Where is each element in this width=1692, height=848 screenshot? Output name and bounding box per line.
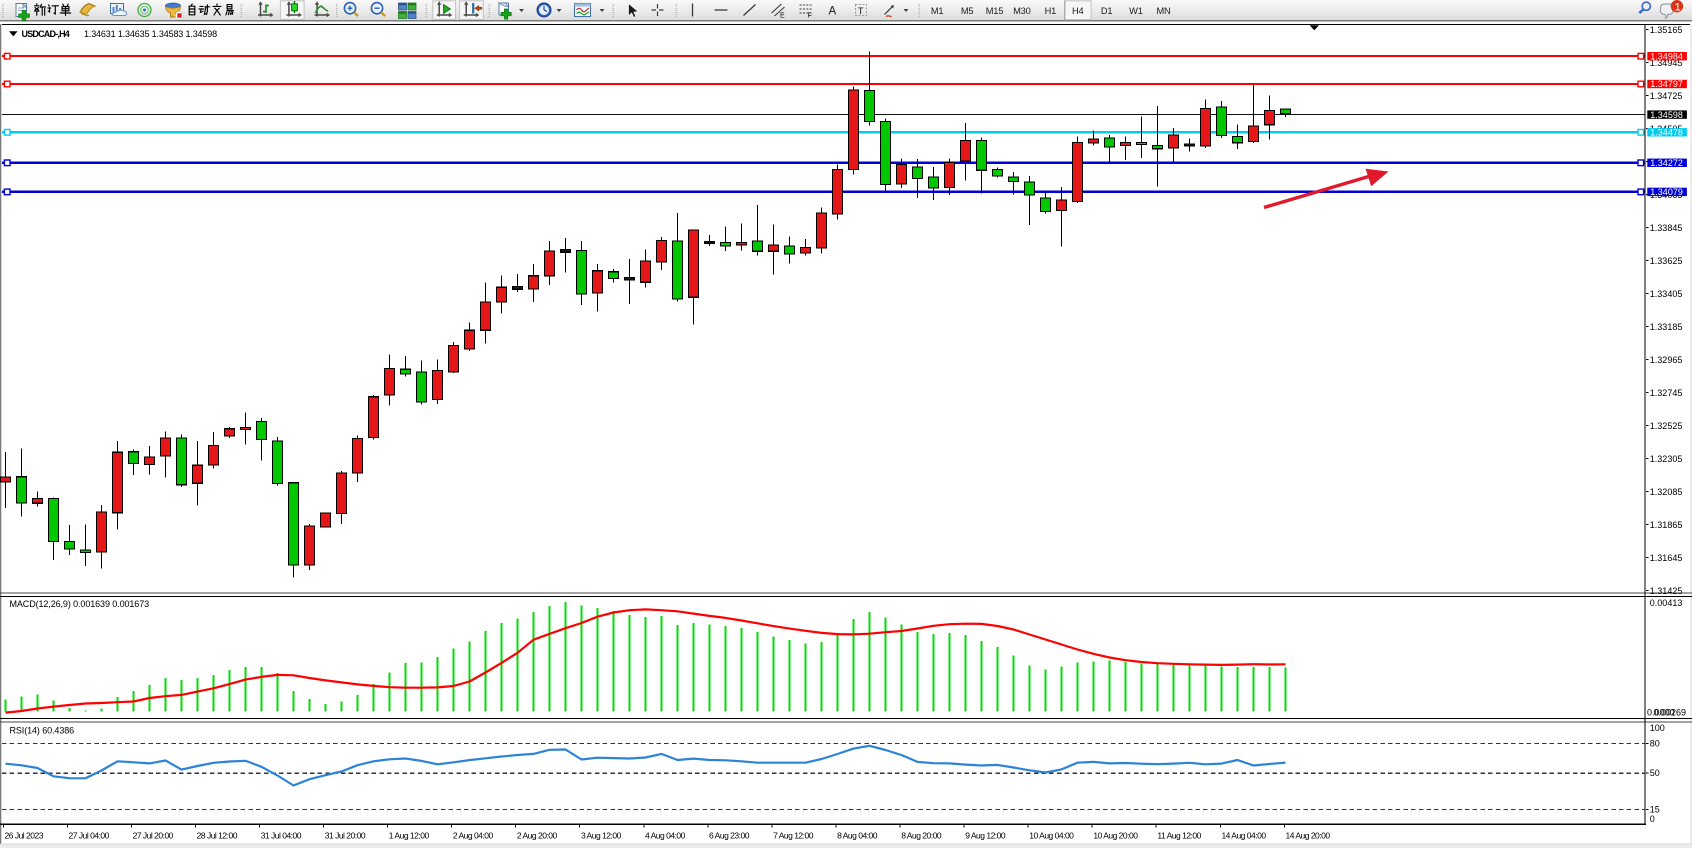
svg-text:10 Aug 20:00: 10 Aug 20:00 — [1093, 831, 1138, 841]
svg-text:1.32085: 1.32085 — [1650, 487, 1683, 497]
svg-text:0.00269: 0.00269 — [1654, 707, 1687, 717]
svg-text:M1: M1 — [931, 6, 944, 16]
svg-text:1.31645: 1.31645 — [1650, 553, 1683, 563]
svg-text:9 Aug 12:00: 9 Aug 12:00 — [965, 831, 1006, 841]
svg-text:8 Aug 04:00: 8 Aug 04:00 — [837, 831, 878, 841]
svg-text:F: F — [808, 13, 812, 20]
svg-text:14 Aug 04:00: 14 Aug 04:00 — [1221, 831, 1266, 841]
svg-text:100: 100 — [1650, 723, 1665, 733]
svg-text:27 Jul 04:00: 27 Jul 04:00 — [69, 831, 110, 841]
svg-text:10 Aug 04:00: 10 Aug 04:00 — [1029, 831, 1074, 841]
svg-text:1.33185: 1.33185 — [1650, 322, 1683, 332]
svg-text:H4: H4 — [1072, 6, 1084, 16]
svg-text:31 Jul 04:00: 31 Jul 04:00 — [261, 831, 302, 841]
svg-text:D1: D1 — [1101, 6, 1113, 16]
svg-text:2 Aug 20:00: 2 Aug 20:00 — [517, 831, 558, 841]
svg-text:MACD(12,26,9) 0.001639 0.00167: MACD(12,26,9) 0.001639 0.001673 — [10, 599, 150, 609]
svg-text:1.32305: 1.32305 — [1650, 454, 1683, 464]
svg-text:1.34272: 1.34272 — [1650, 158, 1683, 168]
svg-text:1.34598: 1.34598 — [1650, 110, 1683, 120]
svg-text:27 Jul 20:00: 27 Jul 20:00 — [133, 831, 174, 841]
svg-text:1.34079: 1.34079 — [1650, 187, 1683, 197]
svg-text:A: A — [829, 6, 837, 18]
svg-text:15: 15 — [1650, 805, 1660, 815]
svg-text:USDCAD-,H4: USDCAD-,H4 — [22, 29, 70, 39]
svg-text:0: 0 — [1650, 814, 1655, 824]
svg-text:6 Aug 23:00: 6 Aug 23:00 — [709, 831, 750, 841]
svg-text:14 Aug 20:00: 14 Aug 20:00 — [1286, 831, 1331, 841]
svg-text:1.33845: 1.33845 — [1650, 223, 1683, 233]
svg-text:50: 50 — [1650, 768, 1660, 778]
svg-text:4 Aug 04:00: 4 Aug 04:00 — [645, 831, 686, 841]
svg-text:1.32745: 1.32745 — [1650, 388, 1683, 398]
svg-text:1.34797: 1.34797 — [1650, 79, 1683, 89]
svg-text:1.35165: 1.35165 — [1650, 25, 1683, 35]
svg-text:0.0000: 0.0000 — [1647, 707, 1675, 717]
svg-text:0.00413: 0.00413 — [1650, 598, 1683, 608]
svg-text:1.32965: 1.32965 — [1650, 355, 1683, 365]
svg-text:3 Aug 12:00: 3 Aug 12:00 — [581, 831, 622, 841]
svg-text:7 Aug 12:00: 7 Aug 12:00 — [773, 831, 814, 841]
svg-text:28 Jul 12:00: 28 Jul 12:00 — [197, 831, 238, 841]
svg-text:1.34478: 1.34478 — [1650, 128, 1683, 138]
svg-text:1.34631 1.34635 1.34583 1.3459: 1.34631 1.34635 1.34583 1.34598 — [84, 29, 217, 39]
svg-text:1.33405: 1.33405 — [1650, 289, 1683, 299]
svg-text:M5: M5 — [961, 6, 974, 16]
svg-text:1.34725: 1.34725 — [1650, 91, 1683, 101]
svg-text:1.31425: 1.31425 — [1650, 586, 1683, 596]
svg-text:RSI(14) 60.4386: RSI(14) 60.4386 — [10, 725, 75, 735]
svg-text:H1: H1 — [1045, 6, 1057, 16]
svg-text:W1: W1 — [1129, 6, 1143, 16]
svg-text:1: 1 — [1675, 1, 1681, 13]
svg-text:80: 80 — [1650, 739, 1660, 749]
svg-text:31 Jul 20:00: 31 Jul 20:00 — [325, 831, 366, 841]
svg-text:2 Aug 04:00: 2 Aug 04:00 — [453, 831, 494, 841]
svg-text:M15: M15 — [986, 6, 1004, 16]
svg-text:1.31865: 1.31865 — [1650, 520, 1683, 530]
svg-text:1.34984: 1.34984 — [1650, 51, 1683, 61]
svg-text:MN: MN — [1156, 6, 1170, 16]
svg-text:1.32525: 1.32525 — [1650, 421, 1683, 431]
svg-text:E: E — [780, 13, 785, 20]
svg-text:1.34945: 1.34945 — [1650, 58, 1683, 68]
svg-text:26 Jul 2023: 26 Jul 2023 — [5, 831, 44, 841]
svg-text:M30: M30 — [1013, 6, 1031, 16]
svg-text:1.33625: 1.33625 — [1650, 256, 1683, 266]
svg-text:1 Aug 12:00: 1 Aug 12:00 — [389, 831, 430, 841]
svg-text:8 Aug 20:00: 8 Aug 20:00 — [901, 831, 942, 841]
svg-text:11 Aug 12:00: 11 Aug 12:00 — [1157, 831, 1201, 841]
svg-text:T: T — [858, 6, 864, 17]
